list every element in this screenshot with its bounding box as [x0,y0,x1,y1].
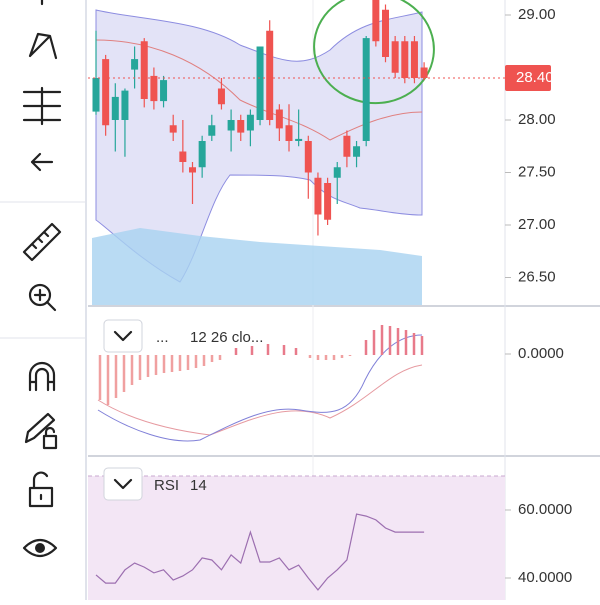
zoom-tool[interactable] [28,283,57,312]
candle-body [295,138,303,141]
price-tick-label: 29.00 [518,6,556,23]
macd-line [97,334,423,442]
macd-signal [97,364,423,436]
toolbar [0,0,87,600]
candle-body [362,38,370,141]
back-tool[interactable] [30,152,54,172]
candle-body [217,88,225,105]
candle-body [102,59,110,126]
rsi-line [95,513,425,591]
ruler-tool[interactable] [22,222,62,262]
macd-dots: ... [156,329,169,346]
rsi-tick-label: 40.0000 [518,569,572,586]
candle-body [275,109,283,129]
candle-body [121,90,129,120]
candle-body [333,167,341,178]
candle-body [382,9,389,57]
candle-body [227,120,235,131]
candle-body [324,183,332,220]
visibility-tool[interactable] [22,538,58,558]
unlock-tool[interactable] [28,471,54,508]
collapse-button[interactable] [103,467,143,501]
price-tick-label: 27.50 [518,163,556,180]
fib-tool[interactable] [22,86,62,126]
rsi-band [88,476,505,600]
rsi-length: 14 [190,477,207,494]
candle-body [343,135,351,157]
candle-body [92,78,100,112]
candle-body [401,41,409,78]
candle-body [304,141,312,173]
candle-body [353,146,361,157]
candle-body [189,167,196,173]
candle-body [179,151,187,162]
candle-body [150,75,158,102]
candle-body [140,41,148,99]
visibility-dot [35,543,45,553]
candle-body [160,80,168,102]
last-price-label: 28.40 [516,69,554,86]
candle-body [256,46,264,120]
price-tick-label: 27.00 [518,216,556,233]
chevron [113,478,133,490]
last-price-tag [505,65,551,91]
candle-body [246,114,254,131]
candle-body [391,41,399,73]
macd-histogram [98,355,352,405]
rsi-name: RSI [154,477,179,494]
candle-body [420,67,428,78]
candle-body [372,0,380,42]
lock-drawing-tool[interactable] [24,412,58,450]
candle-body [314,177,322,215]
macd-tick-label: 0.0000 [518,345,564,362]
macd-histogram [234,325,424,355]
candle-body [208,125,216,136]
candle-body [410,41,418,78]
candle-body [131,59,139,70]
price-tick-label: 28.00 [518,111,556,128]
macd-params: 12 26 clo... [190,329,263,346]
pattern-tool[interactable] [28,32,58,60]
magnet-tool[interactable] [28,361,56,392]
candle-body [237,120,245,133]
price-tick-label: 26.50 [518,268,556,285]
collapse-button[interactable] [103,319,143,353]
candle-body [198,141,206,168]
candle-body [266,30,274,120]
candle-body [111,96,119,120]
volume-area [92,228,422,305]
chevron [113,330,133,342]
candle-body [169,125,177,133]
rsi-tick-label: 60.0000 [518,501,572,518]
candle-body [285,125,293,141]
